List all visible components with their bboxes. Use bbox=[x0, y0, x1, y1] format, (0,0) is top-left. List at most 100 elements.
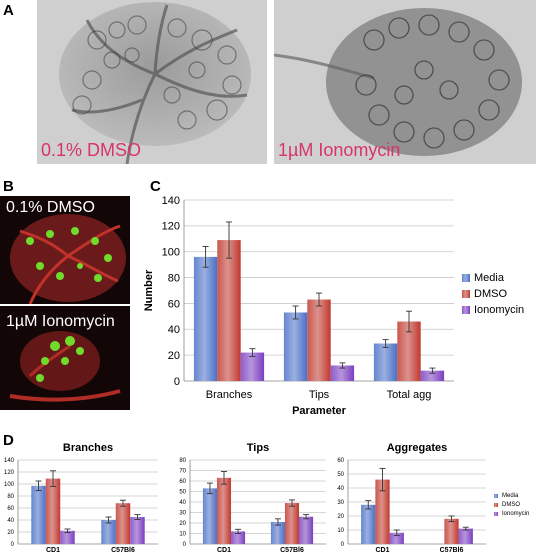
x-category-label: CD1 bbox=[375, 547, 389, 554]
legend-label: Ionomycin bbox=[502, 511, 529, 517]
y-tick-label: 120 bbox=[162, 221, 180, 233]
bar bbox=[361, 504, 376, 544]
bar bbox=[101, 520, 116, 544]
bar bbox=[115, 503, 131, 544]
x-category-label: CD1 bbox=[46, 547, 60, 554]
y-tick-label: 20 bbox=[168, 350, 180, 362]
bar bbox=[330, 365, 355, 381]
label-dmso-b: 0.1% DMSO bbox=[6, 199, 95, 216]
panel-b-letter: B bbox=[3, 178, 14, 195]
y-tick-label: 0 bbox=[174, 376, 180, 388]
bar bbox=[31, 485, 46, 544]
fluor-gland-dmso bbox=[10, 214, 126, 304]
bar bbox=[444, 518, 459, 544]
bar bbox=[240, 352, 265, 381]
bar bbox=[284, 503, 300, 544]
chart-d-tips: Tips 0 10 20 30 40 50 60 70 80 CD1 C57Bl6 bbox=[179, 442, 326, 554]
y-tick-label: 20 bbox=[337, 514, 344, 520]
y-tick-label: 80 bbox=[168, 272, 180, 284]
legend-swatch bbox=[494, 503, 498, 507]
x-category-label: C57Bl6 bbox=[111, 547, 135, 554]
bar bbox=[216, 477, 232, 544]
panel-c-letter: C bbox=[150, 178, 161, 195]
chart-d-branches: Branches 0 20 40 60 80 100 120 140 CD1 C57Bl6 bbox=[4, 442, 158, 554]
bar bbox=[375, 479, 390, 544]
y-tick-label: 100 bbox=[162, 247, 180, 259]
legend-label: DMSO bbox=[502, 502, 520, 508]
y-tick-label: 60 bbox=[7, 506, 14, 512]
y-tick-label: 30 bbox=[179, 511, 186, 517]
x-category-label: CD1 bbox=[217, 547, 231, 554]
chart-title: Branches bbox=[63, 442, 113, 454]
chart-d-aggregates: Aggregates 0 10 20 30 40 50 60 CD1 C57Bl6 Media DMS… bbox=[337, 442, 529, 554]
bar bbox=[202, 488, 217, 544]
legend-label: Ionomycin bbox=[474, 304, 524, 316]
y-tick-label: 0 bbox=[183, 542, 187, 548]
y-tick-label: 0 bbox=[11, 542, 15, 548]
y-tick-label: 120 bbox=[4, 470, 15, 476]
y-tick-label: 140 bbox=[162, 195, 180, 207]
y-tick-label: 50 bbox=[179, 490, 186, 496]
label-ionomycin-a: 1µM Ionomycin bbox=[278, 140, 401, 160]
panel-a-letter: A bbox=[3, 2, 14, 19]
micrograph-dmso bbox=[37, 0, 267, 164]
legend-swatch bbox=[462, 290, 470, 298]
x-axis-title: Parameter bbox=[292, 405, 347, 417]
bar bbox=[130, 517, 145, 544]
y-tick-label: 50 bbox=[337, 472, 344, 478]
y-tick-label: 140 bbox=[4, 458, 15, 464]
y-tick-label: 20 bbox=[179, 521, 186, 527]
y-tick-label: 40 bbox=[168, 324, 180, 336]
fluorescence-dmso bbox=[0, 196, 130, 304]
bar bbox=[397, 321, 421, 381]
legend-swatch bbox=[462, 274, 470, 282]
label-dmso-a: 0.1% DMSO bbox=[41, 140, 142, 160]
y-tick-label: 60 bbox=[168, 298, 180, 310]
bar bbox=[307, 299, 331, 381]
bar bbox=[60, 530, 75, 544]
fluor-gland-ionomycin bbox=[9, 331, 121, 402]
bar bbox=[458, 528, 473, 544]
label-ionomycin-b: 1µM Ionomycin bbox=[6, 313, 115, 330]
bar bbox=[283, 312, 308, 381]
bar bbox=[217, 240, 241, 381]
x-category-label: C57Bl6 bbox=[280, 547, 304, 554]
legend-swatch bbox=[494, 512, 498, 516]
bar bbox=[231, 531, 246, 544]
y-tick-label: 60 bbox=[179, 479, 186, 485]
y-tick-label: 10 bbox=[179, 532, 186, 538]
x-category-label: C57Bl6 bbox=[440, 547, 464, 554]
chart-title: Tips bbox=[247, 442, 269, 454]
y-tick-label: 60 bbox=[337, 458, 344, 464]
y-tick-label: 20 bbox=[7, 530, 14, 536]
legend-label: Media bbox=[502, 493, 519, 499]
bar bbox=[420, 370, 445, 381]
y-tick-label: 40 bbox=[179, 500, 186, 506]
bar bbox=[270, 521, 285, 544]
y-axis-title: Number bbox=[143, 269, 155, 311]
x-category-label: Total agg bbox=[387, 389, 432, 401]
legend-label: DMSO bbox=[474, 288, 507, 300]
panel-d-letter: D bbox=[3, 432, 14, 449]
legend-swatch bbox=[462, 306, 470, 314]
y-tick-label: 40 bbox=[337, 486, 344, 492]
gland-shape-ionomycin bbox=[274, 8, 522, 156]
y-tick-label: 0 bbox=[341, 542, 345, 548]
gland-shape-dmso bbox=[59, 2, 251, 164]
y-tick-label: 70 bbox=[179, 469, 186, 475]
y-tick-label: 100 bbox=[4, 482, 15, 488]
bar bbox=[299, 516, 314, 544]
y-tick-label: 30 bbox=[337, 500, 344, 506]
y-tick-label: 80 bbox=[7, 494, 14, 500]
legend-swatch bbox=[494, 494, 498, 498]
y-tick-label: 40 bbox=[7, 518, 14, 524]
bar bbox=[45, 478, 61, 544]
y-tick-label: 80 bbox=[179, 458, 186, 464]
bar bbox=[193, 256, 218, 381]
chart-c: 0 20 40 60 80 100 120 140 Branches Tips Total agg P… bbox=[143, 195, 524, 417]
bar bbox=[373, 343, 398, 381]
x-category-label: Tips bbox=[309, 389, 330, 401]
chart-title: Aggregates bbox=[387, 442, 448, 454]
bar bbox=[389, 532, 404, 544]
fluorescence-ionomycin bbox=[0, 306, 130, 410]
